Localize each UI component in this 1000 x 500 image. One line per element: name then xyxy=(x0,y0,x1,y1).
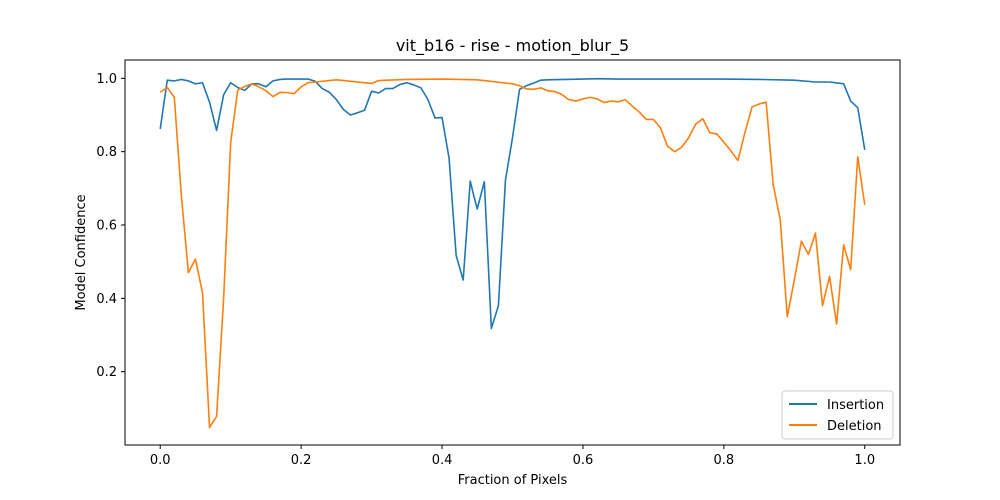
y-tick-label: 0.4 xyxy=(96,292,117,307)
y-tick-label: 0.6 xyxy=(96,219,117,234)
x-tick-label: 0.2 xyxy=(291,453,312,468)
y-tick-label: 0.8 xyxy=(96,145,117,160)
x-tick-label: 0.8 xyxy=(714,453,735,468)
y-tick-label: 1.0 xyxy=(96,72,117,87)
x-tick-label: 1.0 xyxy=(854,453,875,468)
y-ticks: 0.2 0.4 0.6 0.8 1.0 xyxy=(96,72,125,380)
x-tick-label: 0.4 xyxy=(432,453,453,468)
y-tick-label: 0.2 xyxy=(96,365,117,380)
legend-label-deletion: Deletion xyxy=(827,419,882,434)
y-axis-label: Model Confidence xyxy=(74,194,89,310)
series-layer xyxy=(159,77,866,429)
x-tick-label: 0.6 xyxy=(573,453,594,468)
axes-frame xyxy=(124,59,901,446)
x-ticks: 0.0 0.2 0.4 0.6 0.8 1.0 xyxy=(150,445,875,468)
legend-label-insertion: Insertion xyxy=(827,398,884,413)
series-line-deletion xyxy=(159,78,866,429)
x-tick-label: 0.0 xyxy=(150,453,171,468)
legend: Insertion Deletion xyxy=(781,390,894,440)
chart-title: vit_b16 - rise - motion_blur_5 xyxy=(396,36,629,56)
x-axis-label: Fraction of Pixels xyxy=(458,473,568,488)
plot-area xyxy=(125,60,900,445)
series-line-insertion xyxy=(159,77,866,330)
